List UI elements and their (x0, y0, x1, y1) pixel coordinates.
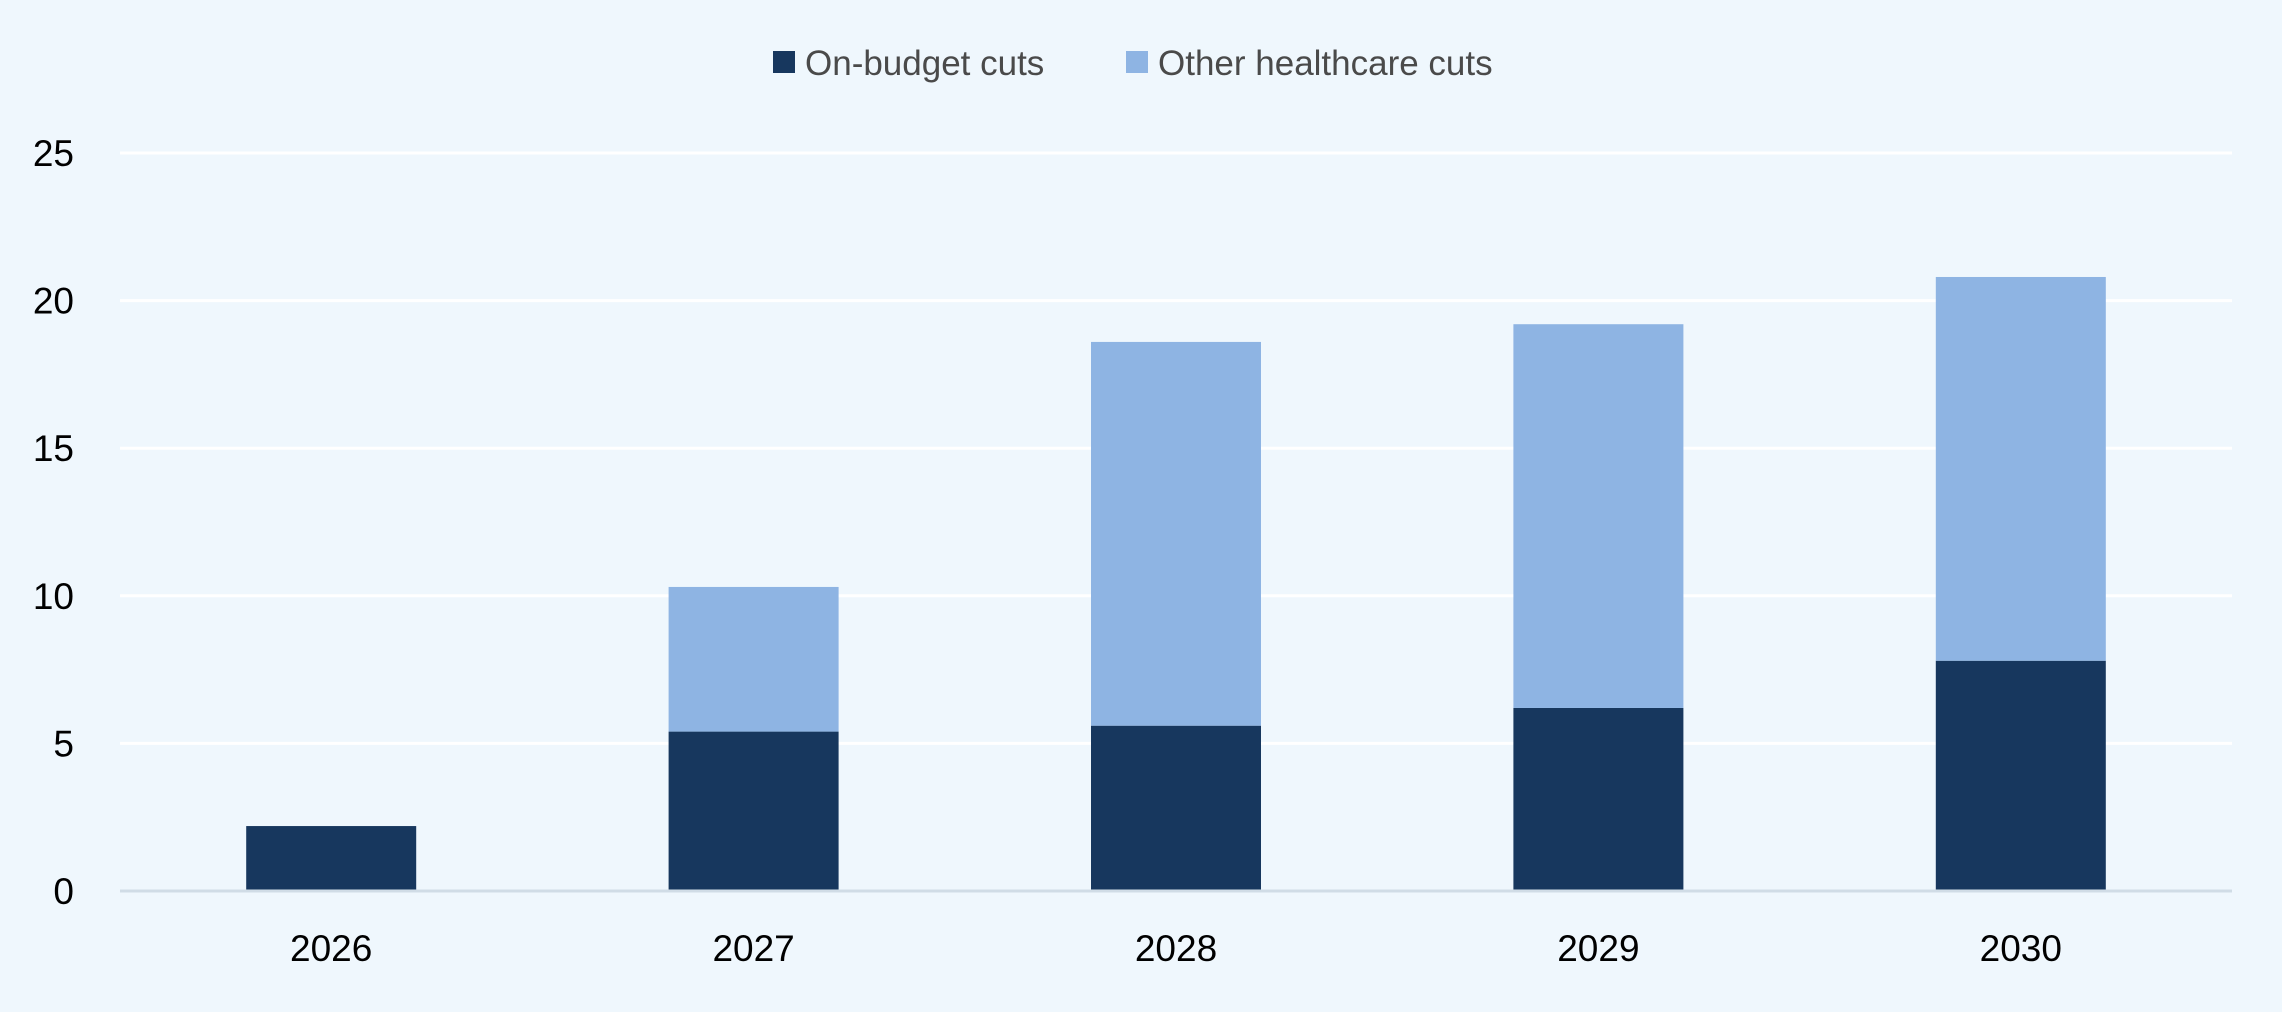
bar-on-budget-2027 (668, 731, 839, 891)
x-tick-label: 2027 (712, 928, 794, 969)
bar-other-healthcare-2027 (668, 586, 839, 732)
bar-on-budget-2030 (1935, 660, 2106, 891)
bar-on-budget-2026 (246, 826, 417, 891)
y-tick-label: 5 (53, 723, 74, 764)
y-tick-label: 10 (33, 576, 74, 617)
y-tick-label: 25 (33, 133, 74, 174)
y-tick-label: 20 (33, 281, 74, 322)
legend-swatch-other-healthcare (1126, 51, 1148, 73)
legend-swatch-on-budget (773, 51, 795, 73)
bar-on-budget-2029 (1513, 707, 1684, 891)
legend-label-other-healthcare: Other healthcare cuts (1158, 44, 1493, 83)
bar-on-budget-2028 (1091, 725, 1261, 891)
bar-other-healthcare-2029 (1513, 324, 1684, 708)
x-tick-label: 2029 (1557, 928, 1639, 969)
y-tick-label: 0 (53, 871, 74, 912)
bar-other-healthcare-2028 (1091, 341, 1261, 726)
y-tick-label: 15 (33, 428, 74, 469)
legend-label-on-budget: On-budget cuts (805, 44, 1044, 83)
bar-other-healthcare-2030 (1935, 276, 2106, 661)
bars (246, 276, 2106, 891)
legend: On-budget cuts Other healthcare cuts (773, 44, 1493, 83)
x-tick-label: 2030 (1980, 928, 2062, 969)
x-tick-label: 2026 (290, 928, 372, 969)
x-tick-label: 2028 (1135, 928, 1217, 969)
